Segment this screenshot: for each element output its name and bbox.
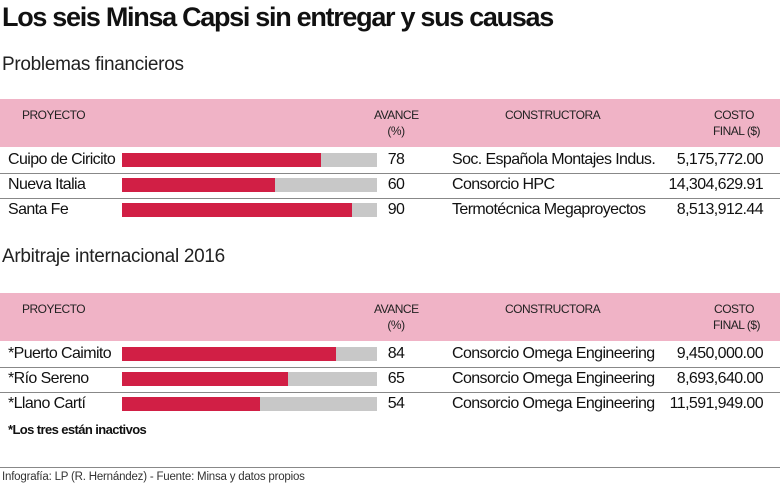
header-costo-line1: COSTO <box>714 108 754 122</box>
costo-final: 8,693,640.00 <box>676 370 764 387</box>
header-avance: AVANCE (%) <box>374 301 419 333</box>
avance-bar-track <box>122 153 377 167</box>
table-header: PROYECTO AVANCE (%) CONSTRUCTORA COSTO FINAL … <box>0 293 780 341</box>
constructora-name: Soc. Española Montajes Indus. <box>452 151 656 168</box>
avance-bar-track <box>122 397 377 411</box>
proyecto-name: *Llano Cartí <box>8 395 86 412</box>
avance-bar-fill <box>122 203 352 217</box>
table-row: *Llano Cartí 54 Consorcio Omega Engineerin… <box>0 392 780 417</box>
costo-final: 9,450,000.00 <box>676 345 764 362</box>
proyecto-name: *Río Sereno <box>8 370 89 387</box>
header-avance-line1: AVANCE <box>374 108 419 122</box>
table-row: Nueva Italia 60 Consorcio HPC 14,304,629.91 <box>0 173 780 199</box>
constructora-name: Consorcio HPC <box>452 176 555 193</box>
table-row: *Río Sereno 65 Consorcio Omega Engineering… <box>0 367 780 393</box>
table-header: PROYECTO AVANCE (%) CONSTRUCTORA COSTO FINAL … <box>0 99 780 147</box>
constructora-name: Consorcio Omega Engineering <box>452 345 655 362</box>
infographic-title: Los seis Minsa Capsi sin entregar y sus … <box>2 2 554 32</box>
avance-bar-track <box>122 203 377 217</box>
costo-final: 5,175,772.00 <box>676 151 764 168</box>
constructora-name: Consorcio Omega Engineering <box>452 395 655 412</box>
constructora-name: Consorcio Omega Engineering <box>452 370 655 387</box>
header-avance-line1: AVANCE <box>374 302 419 316</box>
avance-bar-track <box>122 347 377 361</box>
avance-bar-track <box>122 372 377 386</box>
header-proyecto: PROYECTO <box>22 108 86 122</box>
header-proyecto: PROYECTO <box>22 302 86 316</box>
header-avance-line2: (%) <box>387 124 405 138</box>
avance-value: 78 <box>387 151 405 168</box>
costo-final: 8,513,912.44 <box>676 201 764 218</box>
avance-bar-fill <box>122 397 260 411</box>
table-row: Cuipo de Ciricito 78 Soc. Española Montaje… <box>0 148 780 174</box>
table-row: Santa Fe 90 Termotécnica Megaproyectos 8,51… <box>0 198 780 223</box>
proyecto-name: Cuipo de Ciricito <box>8 151 116 168</box>
header-avance-line2: (%) <box>387 318 405 332</box>
avance-bar-fill <box>122 347 337 361</box>
avance-bar-fill <box>122 153 321 167</box>
header-avance: AVANCE (%) <box>374 107 419 139</box>
avance-value: 90 <box>387 201 405 218</box>
header-constructora: CONSTRUCTORA <box>505 108 601 122</box>
proyecto-name: *Puerto Caimito <box>8 345 112 362</box>
source-credit: Infografía: LP (R. Hernández) - Fuente: … <box>2 471 305 483</box>
proyecto-name: Santa Fe <box>8 201 69 218</box>
constructora-name: Termotécnica Megaproyectos <box>452 201 646 218</box>
avance-bar-track <box>122 178 377 192</box>
avance-bar-fill <box>122 178 275 192</box>
footnote: *Los tres están inactivos <box>8 422 147 437</box>
header-costo-line2: FINAL ($) <box>712 124 761 138</box>
section-subtitle: Problemas financieros <box>2 54 184 75</box>
avance-value: 84 <box>387 345 405 362</box>
header-costo: COSTO FINAL ($) <box>700 107 761 139</box>
table-row: *Puerto Caimito 84 Consorcio Omega Enginee… <box>0 342 780 368</box>
costo-final: 14,304,629.91 <box>668 176 763 193</box>
header-costo: COSTO FINAL ($) <box>700 301 761 333</box>
footer-divider <box>0 467 780 468</box>
costo-final: 11,591,949.00 <box>669 395 764 412</box>
header-costo-line1: COSTO <box>714 302 754 316</box>
header-constructora: CONSTRUCTORA <box>505 302 601 316</box>
avance-value: 54 <box>387 395 405 412</box>
section-subtitle: Arbitraje internacional 2016 <box>2 246 225 267</box>
avance-bar-fill <box>122 372 288 386</box>
proyecto-name: Nueva Italia <box>8 176 86 193</box>
avance-value: 60 <box>387 176 405 193</box>
avance-value: 65 <box>387 370 405 387</box>
header-costo-line2: FINAL ($) <box>712 318 761 332</box>
